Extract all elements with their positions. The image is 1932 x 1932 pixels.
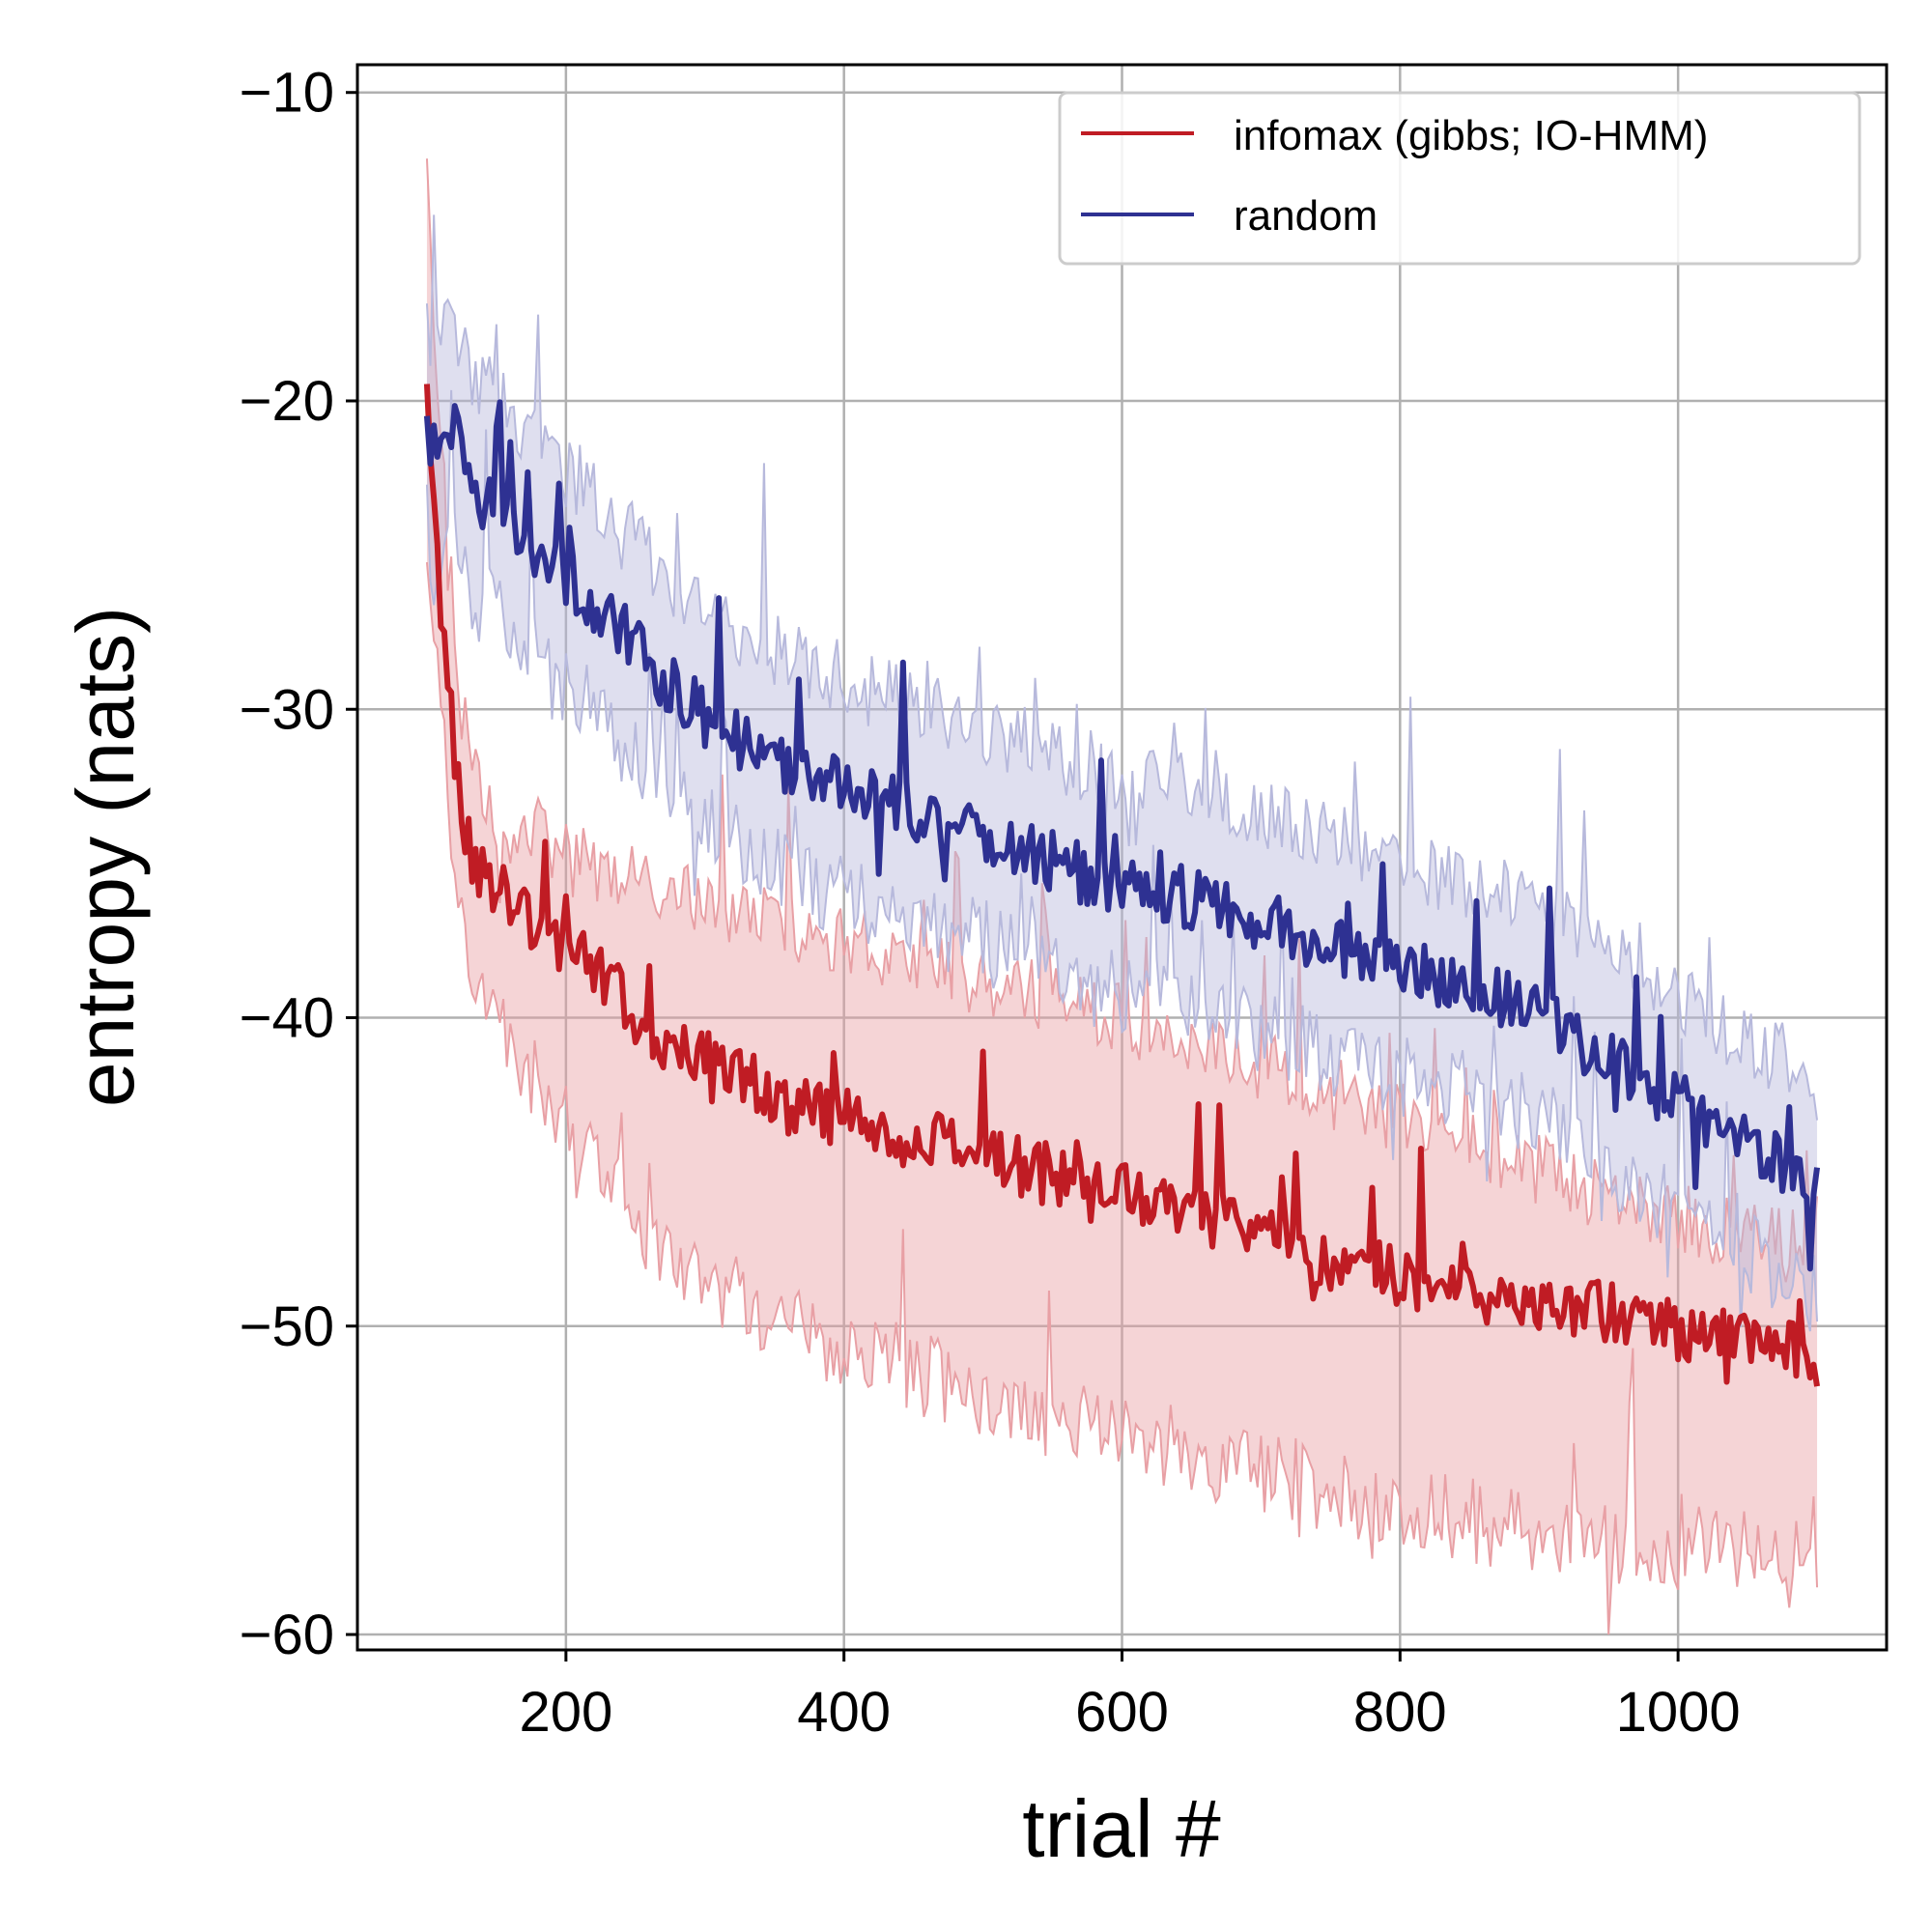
- y-tick-label: −30: [240, 678, 334, 741]
- x-tick-label: 1000: [1616, 1681, 1741, 1744]
- legend-box: [1058, 91, 1861, 266]
- band-infomax: [426, 158, 1818, 1635]
- x-tick-label: 800: [1353, 1681, 1447, 1744]
- y-tick-label: −20: [240, 370, 334, 433]
- x-tick-label: 600: [1075, 1681, 1169, 1744]
- band-edge-lower-infomax: [425, 561, 1819, 1635]
- y-axis-label: entropy (nats): [60, 607, 151, 1107]
- y-tick-label: −50: [240, 1295, 334, 1358]
- x-axis-ticks: 200 400 600 800 1000: [519, 1650, 1741, 1744]
- x-tick-label: 200: [519, 1681, 612, 1744]
- band-edge-upper-infomax: [425, 158, 1819, 1283]
- legend: infomax (gibbs; IO-HMM) random: [1058, 91, 1861, 266]
- series-lines: [423, 384, 1821, 1387]
- series-line-infomax: [423, 384, 1821, 1387]
- band-edge-upper-random: [425, 214, 1819, 1121]
- confidence-bands: [425, 158, 1819, 1635]
- series-line-random: [423, 399, 1821, 1272]
- legend-label-infomax: infomax (gibbs; IO-HMM): [1234, 112, 1708, 159]
- y-tick-label: −10: [240, 62, 334, 125]
- legend-label-random: random: [1234, 192, 1378, 240]
- band-random: [426, 214, 1818, 1332]
- band-edge-lower-random: [425, 389, 1819, 1332]
- y-tick-label: −60: [240, 1604, 334, 1666]
- y-axis-ticks: −10 −20 −30 −40 −50 −60: [240, 62, 357, 1666]
- x-axis-label: trial #: [1022, 1783, 1221, 1874]
- y-tick-label: −40: [240, 987, 334, 1050]
- x-tick-label: 400: [797, 1681, 891, 1744]
